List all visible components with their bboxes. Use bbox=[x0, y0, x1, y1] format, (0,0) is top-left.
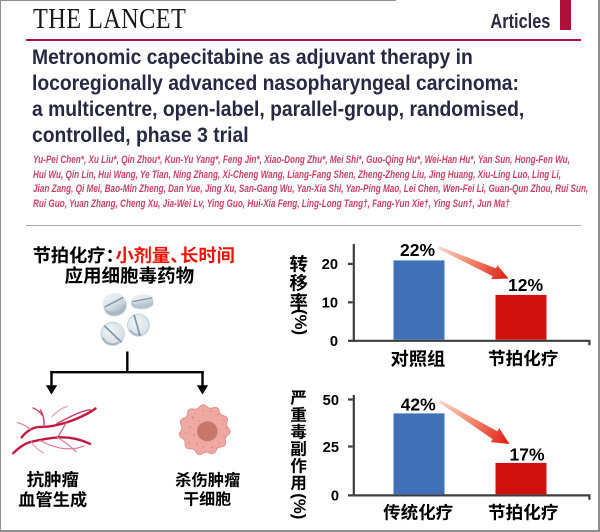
svg-text:20: 20 bbox=[322, 257, 338, 273]
svg-text:25: 25 bbox=[323, 440, 339, 456]
svg-text:0: 0 bbox=[331, 489, 339, 505]
svg-text:12%: 12% bbox=[508, 275, 543, 295]
svg-text:0: 0 bbox=[330, 334, 338, 350]
svg-text:50: 50 bbox=[323, 393, 339, 409]
svg-text:22%: 22% bbox=[400, 240, 435, 260]
svg-text:(%): (%) bbox=[291, 309, 310, 335]
svg-text:17%: 17% bbox=[509, 445, 544, 465]
svg-text:(%): (%) bbox=[290, 493, 309, 519]
svg-text:42%: 42% bbox=[401, 395, 436, 415]
svg-text:10: 10 bbox=[322, 296, 338, 312]
